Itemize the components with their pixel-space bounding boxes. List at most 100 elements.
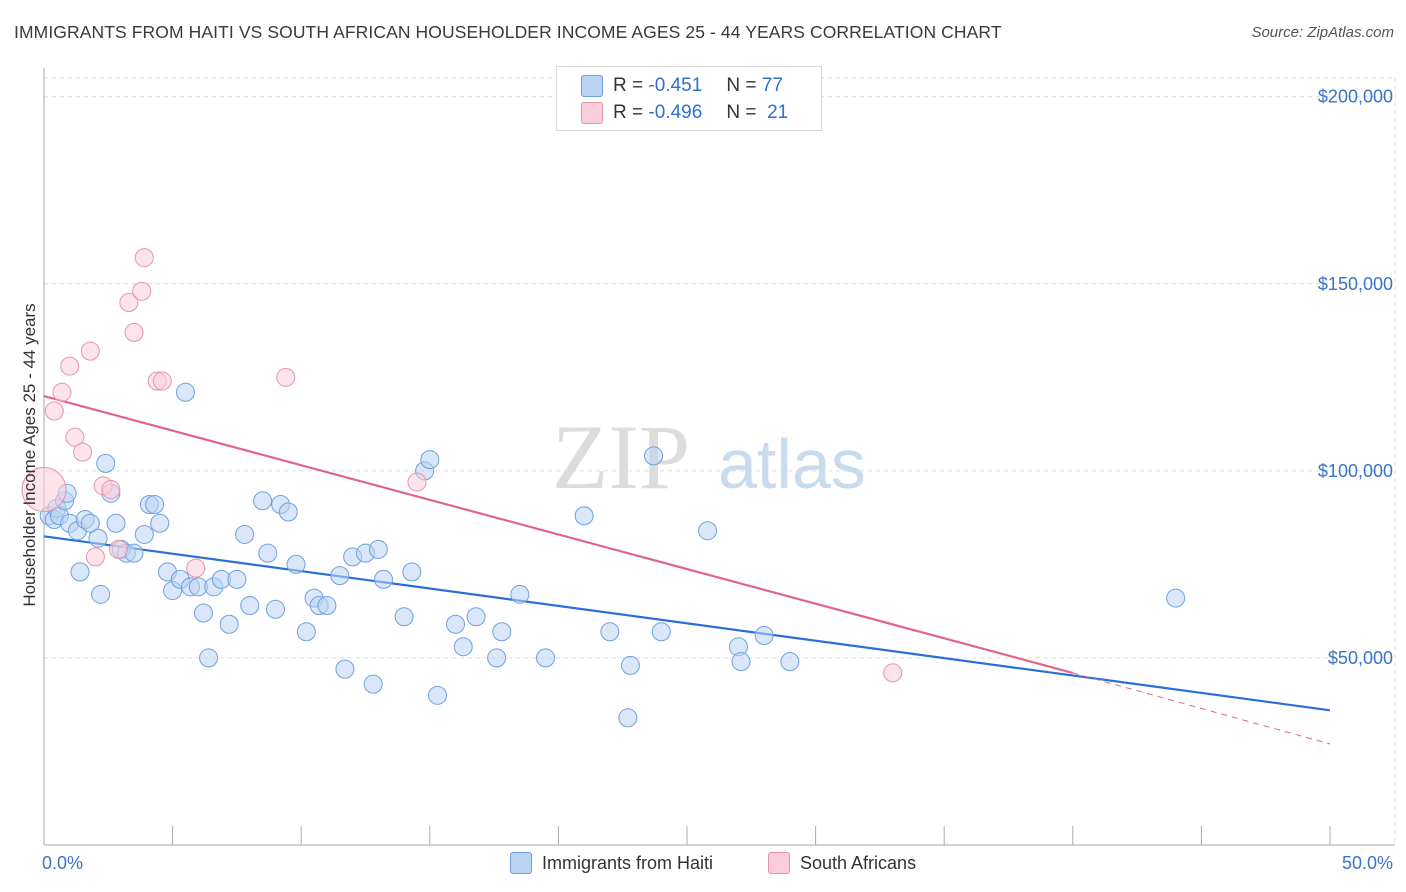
haiti-point <box>510 584 530 604</box>
south-african-point <box>85 547 105 567</box>
haiti-point <box>600 622 620 642</box>
south-african-point <box>101 480 121 500</box>
south-african-point <box>134 248 154 268</box>
south-african-point <box>21 467 67 513</box>
haiti-point <box>492 622 512 642</box>
haiti-point <box>335 659 355 679</box>
x-tick-label: 50.0% <box>1342 853 1393 873</box>
haiti-point <box>296 622 316 642</box>
legend-r-label: R = <box>613 102 644 123</box>
south-african-point <box>152 371 172 391</box>
haiti-point <box>317 596 337 616</box>
tick-labels: $50,000 $100,000 $150,000 $200,000 0.0% 50.0% <box>42 87 1393 873</box>
haiti-point <box>91 584 111 604</box>
stats-legend: R = -0.451 N = 77 R = -0.496 N = 21 <box>556 66 822 131</box>
south-african-point <box>44 401 64 421</box>
haiti-point <box>70 562 90 582</box>
haiti-point <box>175 382 195 402</box>
haiti-point <box>428 685 448 705</box>
haiti-point <box>780 652 800 672</box>
haiti-point <box>150 513 170 533</box>
legend-row-south-african: R = -0.496 N = 21 <box>581 100 788 126</box>
trend-line-extension <box>1072 672 1331 745</box>
trend-line <box>43 394 1074 674</box>
haiti-point <box>278 502 298 522</box>
haiti-point <box>394 607 414 627</box>
y-tick-label: $150,000 <box>1318 274 1393 294</box>
legend-swatch-south-african <box>581 102 603 124</box>
chart-source: Source: ZipAtlas.com <box>1251 24 1394 41</box>
south-african-point <box>124 322 144 342</box>
trend-lines <box>43 394 1331 745</box>
bottom-legend-label-haiti: Immigrants from Haiti <box>542 852 714 873</box>
haiti-point <box>199 648 219 668</box>
watermark-zip: ZIP <box>552 406 690 508</box>
bottom-legend-swatch-haiti <box>510 852 532 874</box>
haiti-point <box>134 524 154 544</box>
south-african-point <box>73 442 93 462</box>
legend-r-value: -0.496 <box>648 102 703 123</box>
haiti-point <box>446 614 466 634</box>
haiti-point <box>644 446 664 466</box>
south-african-point <box>883 663 903 683</box>
legend-n-label: N = <box>726 102 757 123</box>
south-african-point <box>276 367 296 387</box>
x-tick-label: 0.0% <box>42 853 83 873</box>
haiti-point <box>240 596 260 616</box>
south-african-point <box>119 292 139 312</box>
bottom-legend-south-african: South Africans <box>768 852 916 874</box>
south-african-point <box>132 281 152 301</box>
haiti-point <box>286 554 306 574</box>
haiti-point <box>106 513 126 533</box>
haiti-point <box>145 495 165 515</box>
haiti-point <box>420 450 440 470</box>
legend-n-label: N = <box>726 75 757 96</box>
legend-r-label: R = <box>613 75 644 96</box>
trend-line <box>43 535 1331 712</box>
haiti-point <box>258 543 278 563</box>
data-points <box>21 248 1186 728</box>
haiti-point <box>227 569 247 589</box>
axes <box>43 68 1395 846</box>
watermark: ZIP atlas <box>552 406 866 508</box>
bottom-legend-label-south-african: South Africans <box>800 852 917 873</box>
haiti-point <box>536 648 556 668</box>
y-axis-title: Householder Income Ages 25 - 44 years <box>20 303 39 606</box>
y-tick-label: $50,000 <box>1328 648 1393 668</box>
haiti-point <box>402 562 422 582</box>
haiti-point <box>618 708 638 728</box>
haiti-point <box>754 625 774 645</box>
haiti-point <box>219 614 239 634</box>
bottom-legend-haiti: Immigrants from Haiti <box>510 852 713 874</box>
legend-r-value: -0.451 <box>648 75 703 96</box>
haiti-point <box>265 599 285 619</box>
haiti-point <box>453 637 473 657</box>
south-african-point <box>186 558 206 578</box>
haiti-point <box>574 506 594 526</box>
haiti-point <box>368 539 388 559</box>
haiti-point <box>620 655 640 675</box>
haiti-point <box>193 603 213 623</box>
haiti-point <box>96 453 116 473</box>
watermark-atlas: atlas <box>718 425 866 503</box>
haiti-point <box>330 566 350 586</box>
haiti-point <box>487 648 507 668</box>
south-african-point <box>52 382 72 402</box>
legend-n-value: 77 <box>761 75 783 96</box>
legend-swatch-haiti <box>581 75 603 97</box>
legend-row-haiti: R = -0.451 N = 77 <box>581 73 783 99</box>
south-african-point <box>109 539 129 559</box>
y-tick-label: $100,000 <box>1318 461 1393 481</box>
haiti-point <box>88 528 108 548</box>
haiti-point <box>1166 588 1186 608</box>
south-african-point <box>80 341 100 361</box>
south-african-point <box>60 356 80 376</box>
haiti-point <box>253 491 273 511</box>
haiti-point <box>698 521 718 541</box>
haiti-point <box>651 622 671 642</box>
legend-n-value: 21 <box>767 102 789 123</box>
chart-title: IMMIGRANTS FROM HAITI VS SOUTH AFRICAN H… <box>14 22 1002 42</box>
haiti-point <box>235 524 255 544</box>
south-african-point <box>65 427 85 447</box>
